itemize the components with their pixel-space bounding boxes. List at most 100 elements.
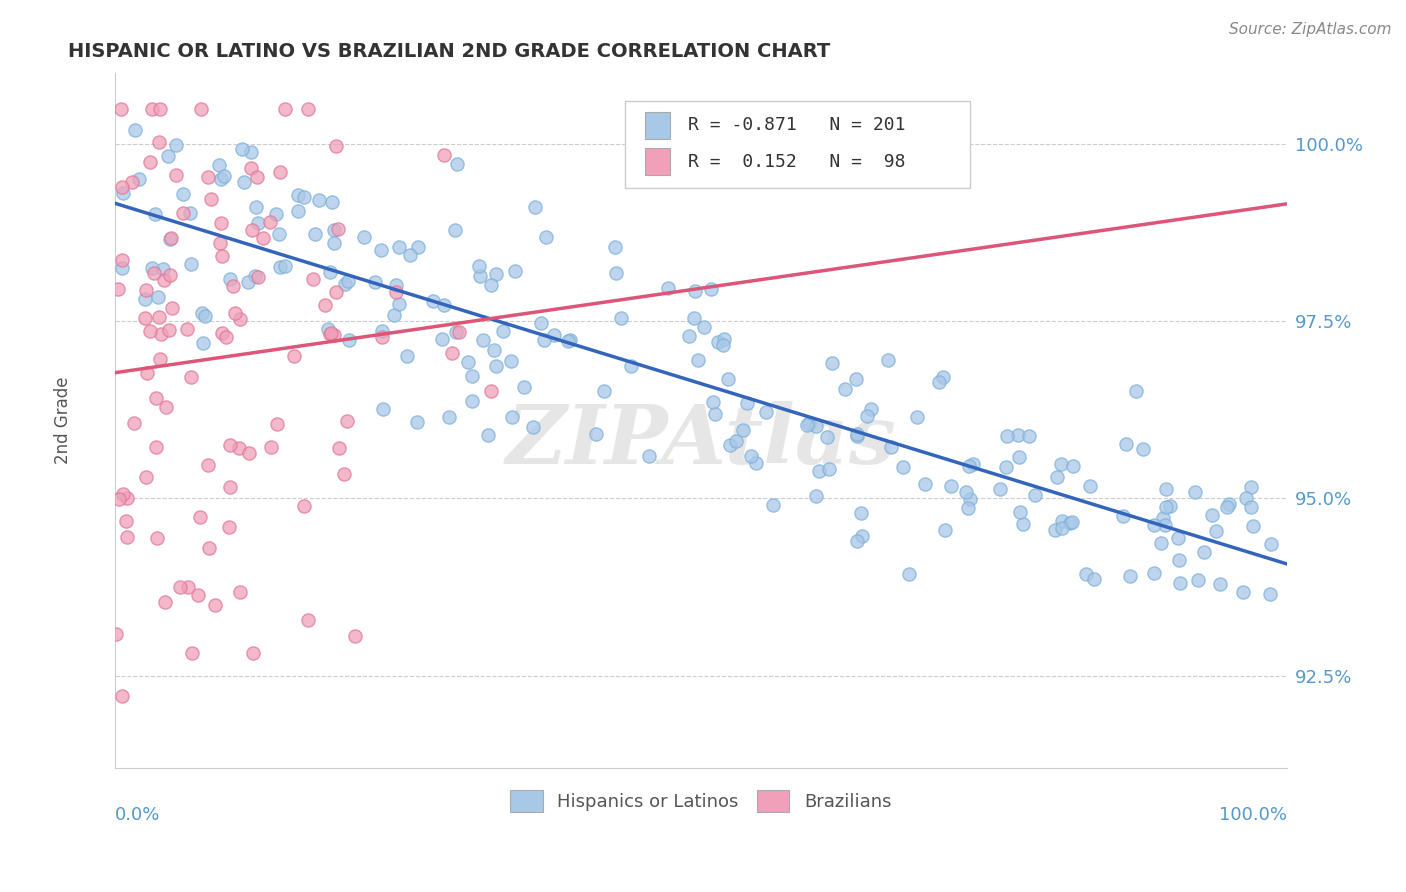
Point xyxy=(194,309,217,323)
Point xyxy=(336,414,359,428)
Point xyxy=(846,429,869,443)
Point xyxy=(179,205,201,219)
Point xyxy=(325,139,347,153)
Point xyxy=(297,102,319,116)
Point xyxy=(135,470,157,484)
Point xyxy=(328,441,350,455)
Point xyxy=(229,312,252,326)
Point xyxy=(988,482,1011,496)
Point xyxy=(718,438,741,452)
Point xyxy=(187,588,209,602)
Point xyxy=(322,236,344,251)
Point xyxy=(222,278,245,293)
Point xyxy=(797,416,820,430)
Point xyxy=(382,308,405,322)
Point xyxy=(115,491,138,505)
Point xyxy=(128,171,150,186)
Point xyxy=(530,317,553,331)
Point xyxy=(267,227,290,241)
FancyBboxPatch shape xyxy=(624,101,970,188)
Point xyxy=(209,216,232,230)
Point xyxy=(605,240,627,254)
Point xyxy=(880,440,903,454)
Point xyxy=(114,515,136,529)
Point xyxy=(503,263,526,277)
Point xyxy=(139,324,162,338)
Point xyxy=(1208,577,1230,591)
Point xyxy=(148,135,170,149)
Point xyxy=(370,243,392,257)
Point xyxy=(198,541,221,556)
Point xyxy=(124,123,146,137)
Point xyxy=(700,282,723,296)
Point xyxy=(219,438,242,452)
Point xyxy=(229,584,252,599)
Point xyxy=(292,190,315,204)
Point xyxy=(337,334,360,348)
Point xyxy=(266,417,288,432)
Point xyxy=(443,223,465,237)
Point xyxy=(134,311,156,326)
Point xyxy=(683,284,706,298)
Point xyxy=(231,142,253,156)
Point xyxy=(1154,500,1177,514)
Point xyxy=(522,419,544,434)
Point xyxy=(1143,566,1166,581)
Point xyxy=(152,262,174,277)
Point xyxy=(252,231,274,245)
FancyBboxPatch shape xyxy=(645,148,671,175)
Point xyxy=(387,296,409,310)
Point xyxy=(959,491,981,506)
Text: R = -0.871   N = 201: R = -0.871 N = 201 xyxy=(688,117,905,135)
Point xyxy=(146,531,169,545)
Point xyxy=(1243,519,1265,533)
Point xyxy=(706,334,728,349)
Point xyxy=(1215,500,1237,515)
Point xyxy=(905,410,928,425)
Point xyxy=(302,272,325,286)
Point xyxy=(731,423,754,437)
Point xyxy=(1132,442,1154,456)
Point xyxy=(292,499,315,513)
Point xyxy=(233,175,256,189)
Point xyxy=(821,356,844,370)
Point xyxy=(1018,428,1040,442)
Point xyxy=(319,265,342,279)
Point xyxy=(242,222,264,236)
Point xyxy=(353,230,375,244)
Point xyxy=(135,366,157,380)
Point xyxy=(159,268,181,283)
Point xyxy=(928,375,950,389)
Text: 0.0%: 0.0% xyxy=(115,805,160,824)
Point xyxy=(593,384,616,398)
Point xyxy=(145,207,167,221)
Point xyxy=(437,410,460,425)
Point xyxy=(1074,566,1097,581)
Point xyxy=(934,523,956,537)
Point xyxy=(141,102,163,116)
Point xyxy=(145,391,167,405)
Point xyxy=(796,417,818,432)
Point xyxy=(240,161,263,176)
Point xyxy=(134,293,156,307)
Point xyxy=(269,165,291,179)
Point xyxy=(957,458,980,473)
Point xyxy=(744,456,766,470)
Point xyxy=(479,278,502,293)
Point xyxy=(325,285,347,300)
Point xyxy=(408,240,430,254)
Point xyxy=(441,345,464,359)
Point xyxy=(107,492,129,507)
Point xyxy=(364,275,387,289)
Point xyxy=(1240,500,1263,515)
Point xyxy=(224,306,246,320)
Point xyxy=(422,294,444,309)
Point xyxy=(208,158,231,172)
Point xyxy=(228,441,250,455)
Point xyxy=(1119,569,1142,583)
Point xyxy=(1050,521,1073,535)
Point xyxy=(165,138,187,153)
Point xyxy=(524,200,547,214)
Point xyxy=(877,352,900,367)
Point xyxy=(218,272,240,286)
